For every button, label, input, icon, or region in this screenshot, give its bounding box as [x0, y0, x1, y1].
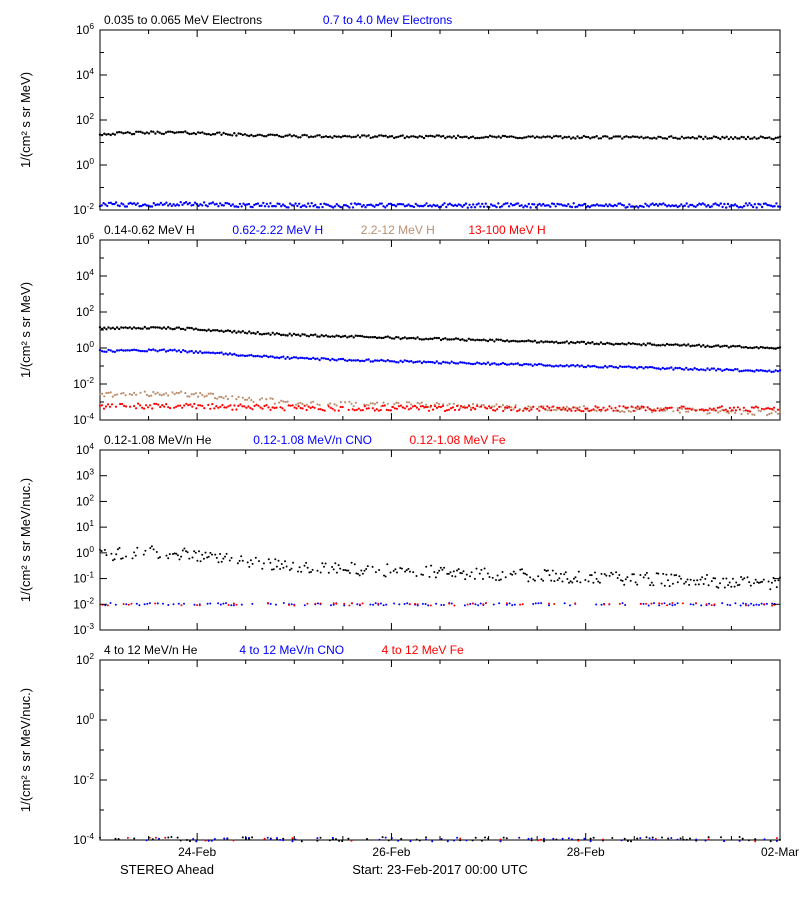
- y-tick-label: 101: [76, 518, 94, 534]
- plot-box: [100, 30, 780, 210]
- x-tick-label: 28-Feb: [567, 845, 605, 859]
- legend-1-2: 2.2-12 MeV H: [361, 223, 435, 237]
- x-tick-label: 02-Mar: [761, 845, 799, 859]
- y-tick-label: 100: [76, 711, 94, 727]
- y-tick-label: 10-3: [73, 621, 94, 637]
- y-axis-label: 1/(cm² s sr MeV/nuc.): [18, 478, 33, 602]
- series-2-0: [99, 545, 781, 590]
- legend-2-1: 0.12-1.08 MeV/n CNO: [253, 433, 372, 447]
- y-tick-label: 104: [76, 66, 94, 82]
- plot-box: [100, 660, 780, 840]
- y-tick-label: 10-4: [73, 831, 94, 847]
- y-tick-label: 106: [76, 21, 94, 37]
- y-tick-label: 100: [76, 156, 94, 172]
- panel-3: 10-4 10-2 100 102 1/(cm² s sr MeV/nuc.) 4 to …: [18, 643, 799, 859]
- y-tick-label: 102: [76, 492, 94, 508]
- x-tick-label: 24-Feb: [178, 845, 216, 859]
- x-tick-label: 26-Feb: [372, 845, 410, 859]
- y-tick-label: 100: [76, 544, 94, 560]
- y-axis-label: 1/(cm² s sr MeV): [18, 282, 33, 378]
- y-tick-label: 10-2: [73, 201, 94, 217]
- series-1-0: [99, 326, 781, 350]
- series-0-0: [99, 130, 781, 140]
- legend-2-0: 0.12-1.08 MeV/n He: [104, 433, 212, 447]
- y-axis-label: 1/(cm² s sr MeV/nuc.): [18, 688, 33, 812]
- legend-0-1: 0.7 to 4.0 Mev Electrons: [323, 13, 452, 27]
- legend-3-2: 4 to 12 MeV Fe: [382, 643, 464, 657]
- footer-center: Start: 23-Feb-2017 00:00 UTC: [352, 862, 528, 877]
- series-1-2: [99, 391, 781, 417]
- legend-2-2: 0.12-1.08 MeV Fe: [410, 433, 506, 447]
- legend-1-0: 0.14-0.62 MeV H: [104, 223, 195, 237]
- y-tick-label: 102: [76, 303, 94, 319]
- y-tick-label: 10-2: [73, 375, 94, 391]
- y-tick-label: 106: [76, 231, 94, 247]
- legend-3-0: 4 to 12 MeV/n He: [104, 643, 198, 657]
- y-tick-label: 10-2: [73, 595, 94, 611]
- footer-left: STEREO Ahead: [120, 862, 214, 877]
- y-tick-label: 103: [76, 467, 94, 483]
- series-2-1: [104, 602, 775, 607]
- y-tick-label: 102: [76, 111, 94, 127]
- y-tick-label: 10-4: [73, 411, 94, 427]
- panel-2: 10-3 10-2 10-1 100 101 102 103 104 1/(cm² s sr M…: [18, 433, 781, 637]
- y-tick-label: 10-1: [73, 570, 94, 586]
- legend-3-1: 4 to 12 MeV/n CNO: [239, 643, 344, 657]
- y-tick-label: 102: [76, 651, 94, 667]
- panel-1: 10-4 10-2 100 102 104 106 1/(cm² s sr MeV) 0.14…: [18, 223, 781, 427]
- y-axis-label: 1/(cm² s sr MeV): [18, 72, 33, 168]
- series-1-1: [99, 348, 781, 373]
- legend-0-0: 0.035 to 0.065 MeV Electrons: [104, 13, 262, 27]
- y-tick-label: 100: [76, 339, 94, 355]
- legend-1-3: 13-100 MeV H: [468, 223, 545, 237]
- y-tick-label: 104: [76, 267, 94, 283]
- panel-0: 10-2 100 102 104 106 1/(cm² s sr MeV) 0.035 to…: [18, 13, 781, 217]
- y-tick-label: 10-2: [73, 771, 94, 787]
- stereo-particle-flux-figure: 10-2 100 102 104 106 1/(cm² s sr MeV) 0.035 to…: [0, 0, 800, 900]
- y-tick-label: 104: [76, 441, 94, 457]
- legend-1-1: 0.62-2.22 MeV H: [232, 223, 323, 237]
